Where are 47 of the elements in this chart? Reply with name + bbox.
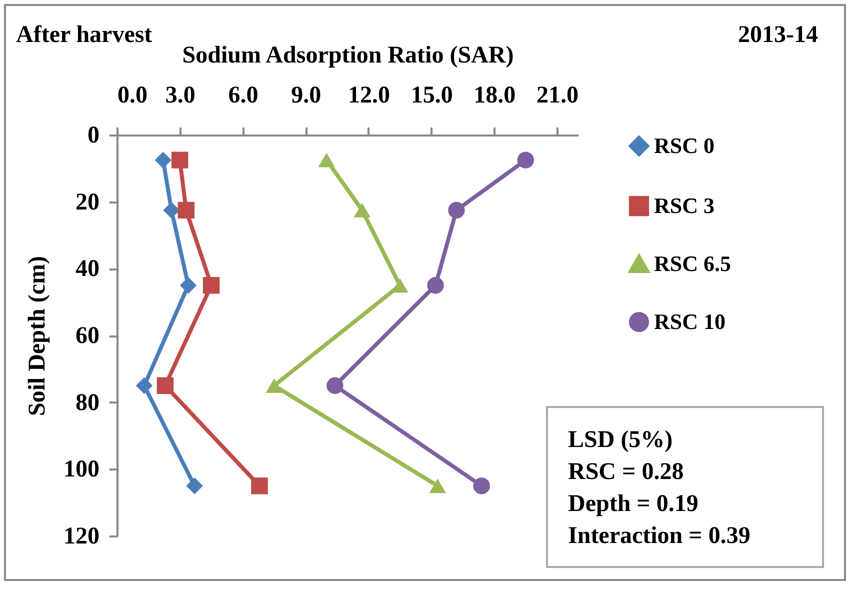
legend-label: RSC 10 [654,309,726,334]
point [186,478,203,494]
point [180,277,197,294]
legend-label: RSC 6.5 [654,251,732,276]
x-tick-label: 6.0 [228,82,258,108]
point [473,478,490,494]
legend-label: RSC 0 [654,133,715,158]
annotation: RSC = 0.28 [568,458,685,487]
y-tick-label: 100 [64,456,100,483]
point [326,377,344,394]
point [136,377,153,394]
point [318,152,335,168]
annotation: LSD (5%) [568,426,674,455]
point [427,277,444,294]
annotation: Interaction = 0.39 [568,522,752,551]
point [178,202,195,219]
y-tick-label: 40 [76,256,100,282]
y-axis-title: Soil Depth (cm) [24,256,50,416]
x-tick-label: 15.0 [410,82,453,108]
x-tick-label: 12.0 [348,82,390,108]
point [154,152,172,168]
text: After harvest [16,22,152,49]
annotation: Depth = 0.19 [568,490,700,519]
x-tick-label: 9.0 [291,82,322,108]
y-tick-label: 120 [64,524,100,550]
y-tick-label: 80 [76,390,100,416]
point [171,152,188,168]
point [392,278,408,293]
legend-label: RSC 3 [654,193,715,218]
point [354,202,371,218]
y-tick-label: 60 [76,323,100,349]
x-tick-label: 3.0 [165,82,196,108]
y-tick-label: 0 [88,122,100,148]
text: 2013-14 [738,22,818,49]
point [429,478,446,494]
point [448,202,465,219]
x-tick-label: 21.0 [536,82,579,108]
y-tick-label: 20 [76,189,100,216]
point [202,277,220,294]
x-tick-label: 18.0 [474,82,516,108]
point [156,377,174,394]
point [163,202,180,219]
point [517,152,534,168]
x-tick-label: 0.0 [118,82,148,108]
x-axis-title: Sodium Adsorption Ratio (SAR) [182,42,514,68]
point [251,478,268,494]
point [266,378,283,393]
